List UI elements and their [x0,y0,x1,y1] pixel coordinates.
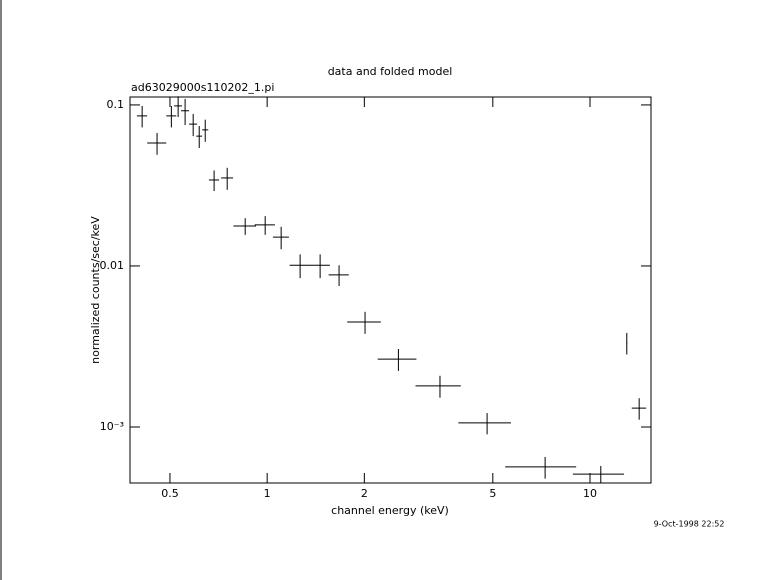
x-tick-label: 1 [264,487,271,500]
chart-subtitle: ad63029000s110202_1.pi [131,81,274,94]
y-axis-label: normalized counts/sec/keV [89,216,102,364]
y-tick-label: 0.1 [107,98,125,111]
x-tick-label: 5 [489,487,496,500]
chart-title: data and folded model [328,65,453,78]
y-tick-label: 10⁻³ [100,420,124,433]
x-axis-label: channel energy (keV) [331,504,449,517]
x-tick-label: 0.5 [161,487,179,500]
timestamp: 9-Oct-1998 22:52 [654,520,725,529]
y-tick-label: 0.01 [100,259,125,272]
x-tick-label: 2 [361,487,368,500]
plot-frame [129,96,652,484]
x-tick-label: 10 [583,487,597,500]
